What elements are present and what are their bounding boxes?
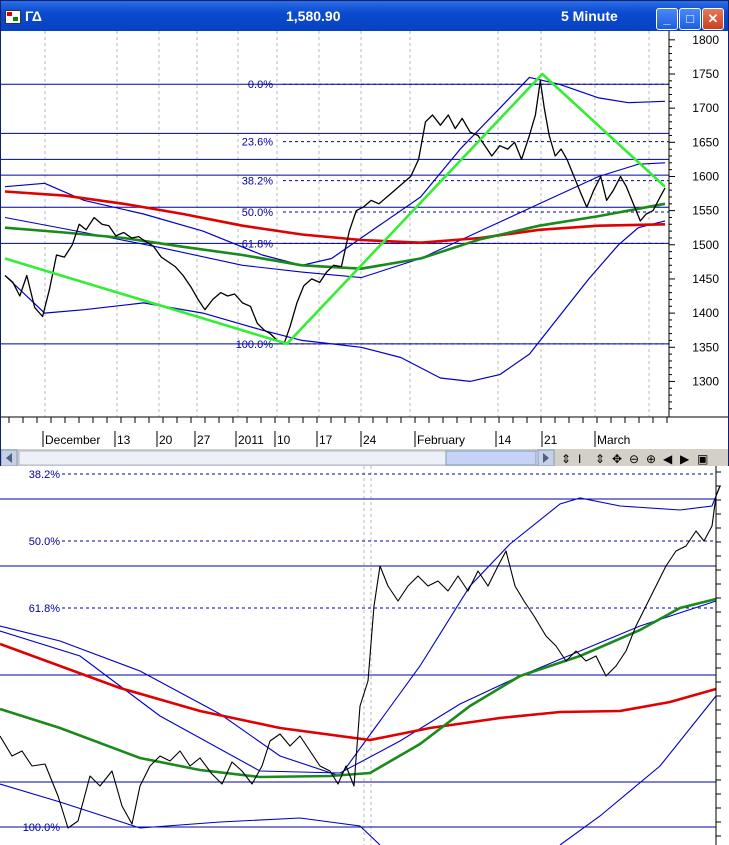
x-tick-label: 24 — [363, 433, 377, 447]
band-middle-series — [4, 162, 666, 279]
x-tick-label: 10 — [277, 433, 291, 447]
y-tick-label: 1650 — [692, 135, 719, 149]
fib-label: 50.0% — [29, 536, 60, 548]
y-tick-label: 1300 — [692, 374, 719, 388]
fib-label: 23.6% — [242, 137, 273, 149]
fib-label: 38.2% — [242, 176, 273, 188]
minimize-button[interactable]: _ — [656, 8, 678, 30]
y-tick-label: 1750 — [692, 67, 719, 81]
y-tick-label: 1600 — [692, 169, 719, 183]
main-chart[interactable]: 0.0% 23.6% 38.2% 50.0% 61.8% 100.0% 1300 1350 1… — [1, 31, 728, 467]
scroll-left-icon — [6, 453, 12, 463]
interval-label: 5 Minute — [561, 8, 618, 24]
band-upper-zoom — [0, 485, 721, 777]
move-icon[interactable]: ✥ — [612, 452, 622, 466]
x-tick-label: 13 — [117, 433, 131, 447]
x-tick-label: 21 — [544, 433, 558, 447]
updown-icon[interactable]: ⇕ — [595, 452, 605, 466]
fib-label: 38.2% — [29, 469, 60, 481]
y-tick-label: 1800 — [692, 33, 719, 47]
x-tick-label: 14 — [498, 433, 512, 447]
trend-series — [4, 72, 666, 346]
price-series-zoom — [0, 485, 721, 829]
y-tick-label: 1450 — [692, 272, 719, 286]
zoomed-chart[interactable]: 38.2% 50.0% 61.8% 100.0% — [0, 466, 729, 845]
x-tick-label: 2011 — [238, 433, 264, 447]
close-button[interactable]: ✕ — [702, 8, 724, 30]
symbol-label: ΓΔ — [25, 8, 42, 24]
fib-label: 61.8% — [242, 238, 273, 250]
fib-label: 61.8% — [29, 603, 60, 615]
x-tick-label: March — [597, 433, 630, 447]
next-icon[interactable]: ▶ — [680, 452, 690, 466]
zoom-in-icon[interactable]: ⊕ — [646, 452, 656, 466]
y-tick-label: 1350 — [692, 340, 719, 354]
moving-average-series — [4, 190, 666, 244]
x-tick-label: 27 — [197, 433, 211, 447]
prev-icon[interactable]: ◀ — [663, 452, 673, 466]
title-bar[interactable]: ΓΔ 1,580.90 5 Minute _ □ ✕ — [1, 1, 728, 31]
maximize-pane-icon[interactable]: ▣ — [697, 452, 708, 466]
fib-label: 50.0% — [242, 207, 273, 219]
y-tick-label: 1700 — [692, 101, 719, 115]
fib-label: 100.0% — [23, 822, 61, 834]
maximize-button[interactable]: □ — [679, 8, 701, 30]
horizontal-scrollbar[interactable]: ⇕ Ι ⇕ ✥ ⊖ ⊕ ◀ ▶ ▣ — [1, 449, 728, 467]
x-tick-label: December — [45, 433, 100, 447]
x-tick-label: 20 — [159, 433, 173, 447]
zoom-out-icon[interactable]: ⊖ — [629, 452, 639, 466]
moving-average-green-zoom — [0, 597, 717, 779]
price-series — [4, 80, 666, 345]
x-tick-label: 17 — [319, 433, 333, 447]
cursor-icon[interactable]: Ι — [578, 452, 581, 466]
scroll-right-icon — [543, 453, 549, 463]
y-tick-label: 1550 — [692, 204, 719, 218]
fib-label: 100.0% — [236, 339, 274, 351]
band-middle-zoom — [0, 600, 717, 774]
band-upper-series — [4, 76, 666, 266]
moving-average-red-zoom — [0, 642, 717, 742]
chart-app-icon — [5, 10, 21, 24]
fib-label: 0.0% — [248, 79, 273, 91]
x-tick-label: February — [417, 433, 465, 447]
chart-window: ΓΔ 1,580.90 5 Minute _ □ ✕ 0.0% 23.6% 38.2… — [0, 0, 729, 468]
scroll-thumb[interactable] — [445, 450, 537, 466]
band-lower-series — [4, 220, 666, 382]
scroll-right-icon[interactable]: ⇕ — [561, 452, 571, 466]
last-price: 1,580.90 — [286, 8, 341, 24]
y-tick-label: 1500 — [692, 238, 719, 252]
y-tick-label: 1400 — [692, 306, 719, 320]
